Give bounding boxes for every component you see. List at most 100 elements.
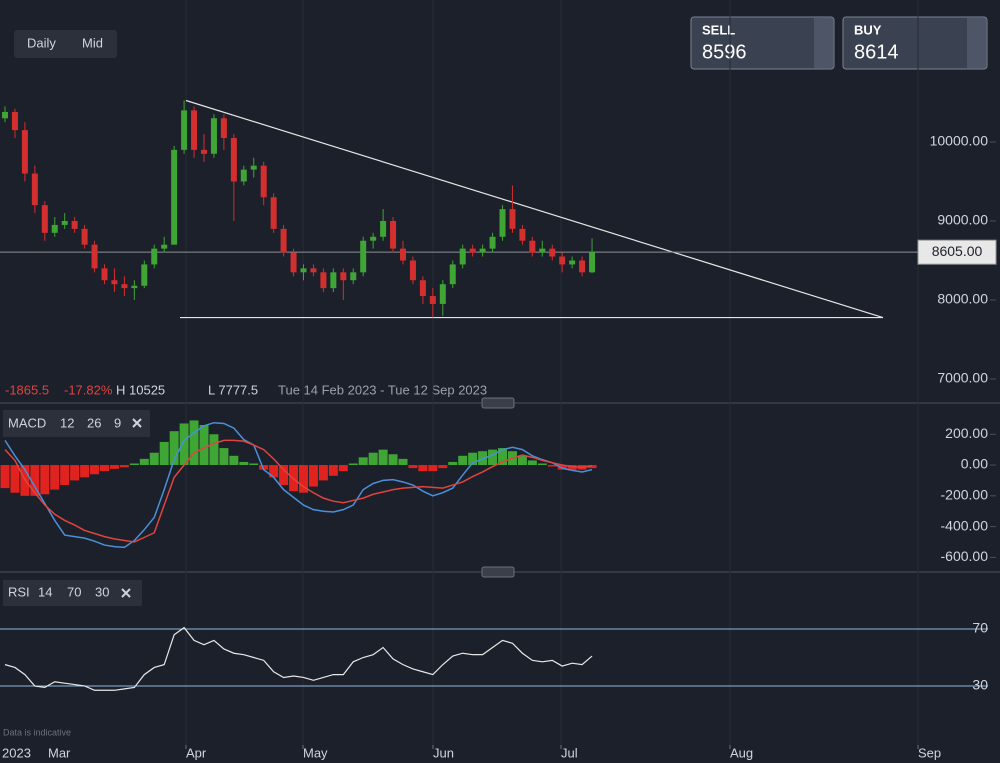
candle-body [2,111,8,119]
histogram-bar [30,465,40,496]
candle-body [41,205,48,233]
candle-body [111,280,118,285]
timeframe-panel [14,30,117,58]
histogram-bar [80,465,90,478]
histogram-bar [537,463,547,466]
histogram-bar [428,465,438,472]
candle-body [519,228,526,241]
candle-body [429,296,436,304]
y-tick-label: -600.00 [941,548,989,564]
histogram-bar [119,465,129,468]
x-tick-label: Mar [48,745,71,760]
buy-button-edge [967,18,986,68]
histogram-bar [328,465,338,476]
histogram-bar [129,463,139,466]
candle-body [549,248,556,257]
x-tick-label: 2023 [2,745,31,760]
candle-body [489,236,496,249]
candle-body [539,248,546,253]
histogram-bar [468,452,478,466]
histogram-bar [0,465,10,489]
histogram-bar [448,461,458,466]
close-icon[interactable] [121,588,131,598]
candle-body [71,220,78,229]
candle-body [449,264,456,285]
histogram-bar [179,423,189,466]
x-tick-label: May [303,745,328,760]
histogram-bar [438,465,448,469]
candle-body [61,220,68,225]
candle-body [81,228,88,245]
y-tick-label: 0.00 [961,456,988,472]
histogram-bar [368,452,378,466]
candle-body [499,209,506,237]
rsi-header [3,580,142,606]
candle-body [51,224,58,233]
candle-body [290,252,297,273]
histogram-bar [169,431,179,466]
sell-button[interactable] [690,16,835,70]
histogram-bar [40,465,50,495]
buy-label: BUY [854,22,882,37]
resize-handle[interactable] [481,566,515,578]
candle-body [350,272,357,281]
candle-body [171,149,178,245]
macd-param: 12 [60,415,74,430]
candle-body [579,260,586,273]
histogram-bar [498,448,507,466]
histogram-bar [50,465,60,490]
histogram-bar [378,449,388,466]
histogram-bar [269,465,279,478]
histogram-bar [259,465,269,470]
candle-body [589,252,596,273]
timeframe-daily[interactable]: Daily [27,35,56,50]
histogram-bar [338,465,348,472]
candle-body [409,260,416,281]
candle-body [131,285,138,289]
rsi-param: 14 [38,584,52,599]
histogram-bar [587,465,597,469]
candle-body [240,169,247,182]
histogram-bar [279,465,289,486]
histogram-bar [219,448,229,466]
y-tick-label: 200.00 [945,425,988,441]
buy-button[interactable] [842,16,988,70]
candle-body [370,236,377,241]
histogram-bar [189,420,199,466]
resize-handle[interactable] [481,397,515,409]
candle-body [529,240,536,253]
y-tick-label: 10000.00 [930,133,989,149]
candle-body [141,264,148,286]
histogram-bar [229,455,239,466]
macd-header [3,410,150,437]
histogram-bar [60,465,70,486]
candle-body [340,272,347,281]
timeframe-mid[interactable]: Mid [82,35,103,50]
y-tick-label: 7000.00 [937,370,988,386]
histogram-bar [199,425,209,466]
candle-body [220,118,227,139]
candle-body [31,173,38,206]
candle-body [380,220,387,237]
candle-body [400,248,406,261]
candle-body [459,248,466,265]
histogram-bar [299,465,308,493]
histogram-bar [209,434,219,466]
candle-body [320,272,327,289]
low: L 7777.5 [208,382,258,397]
histogram-bar [70,465,80,481]
candle-body [151,248,158,265]
close-icon[interactable] [132,418,142,428]
histogram-bar [318,465,328,481]
macd-param: 26 [87,415,101,430]
candle-body [360,240,367,273]
histogram-bar [567,465,577,471]
rsi-line [4,626,593,691]
candle-body [310,268,317,273]
histogram-bar [348,463,358,466]
candle-body [419,280,426,297]
histogram-bar [527,460,537,466]
candle-body [21,130,28,174]
current-price-label: 8605.00 [932,243,983,259]
x-tick-label: Apr [186,745,207,760]
